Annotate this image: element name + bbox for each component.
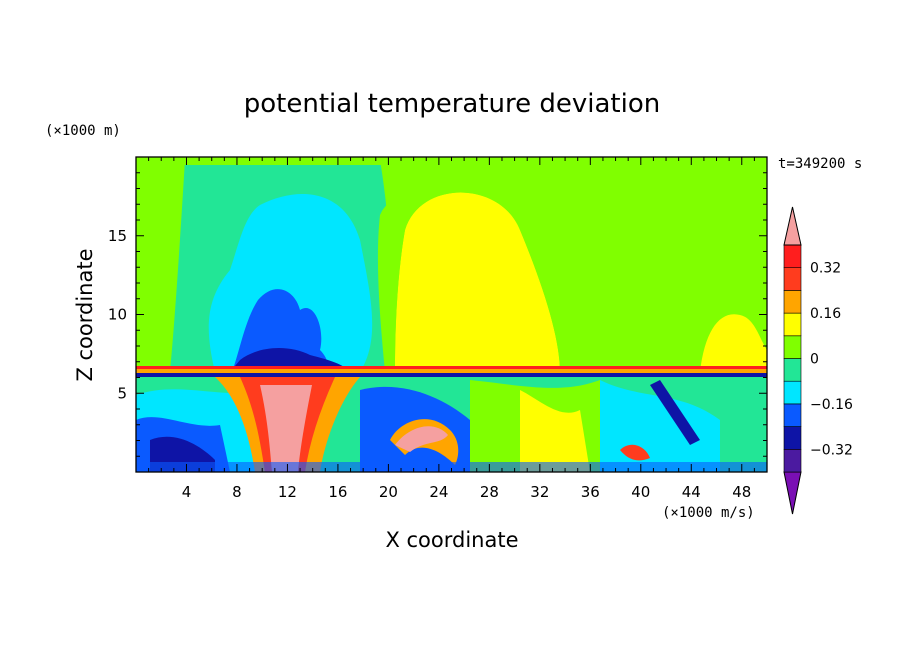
colorbar-swatch [783,335,802,359]
colorbar-swatch [783,312,802,337]
time-label: t=349200 s [778,156,862,172]
contour-region [700,314,767,372]
contour-region [650,380,700,445]
contour-region [395,426,448,452]
y-axis: 5 10 15 [108,172,767,457]
colorbar-swatch [783,267,802,291]
colorbar-swatch [783,244,802,269]
x-tick-label: 16 [328,483,347,501]
x-tick-label: 48 [732,483,751,501]
x-tick-label: 28 [480,483,499,501]
x-unit-label: (×1000 m/s) [662,505,755,521]
y-axis-label: Z coordinate [73,248,97,381]
colorbar-swatch [783,403,802,427]
x-axis: 4 8 12 16 20 24 28 32 36 40 44 48 [148,157,755,501]
colorbar-tick-label: 0.16 [810,306,841,322]
contour-region [136,369,767,373]
y-tick-label: 10 [108,306,127,324]
contour-region [620,444,650,461]
chart-title: potential temperature deviation [244,89,660,119]
colorbar-tick-label: 0.32 [810,261,841,277]
y-tick-label: 5 [117,384,127,402]
colorbar-swatch [783,290,802,314]
colorbar-tick-label: 0 [810,352,819,368]
colorbar-swatch [783,426,802,450]
x-tick-label: 20 [379,483,398,501]
colorbar-min-triangle [783,471,802,515]
contour-region [720,394,767,472]
x-tick-label: 44 [682,483,701,501]
contour-region [232,289,328,372]
contour-region [136,373,767,377]
colorbar-swatch [783,448,802,473]
colorbar-swatch [783,380,802,405]
colorbar: 0.32 0.16 0 −0.16 −0.32 [783,206,853,515]
contour-region [136,366,767,369]
colorbar-tick-label: −0.16 [810,397,853,413]
x-axis-label: X coordinate [385,528,518,552]
y-tick-label: 15 [108,227,127,245]
x-tick-label: 8 [232,483,242,501]
x-tick-label: 24 [429,483,448,501]
x-tick-label: 40 [631,483,650,501]
colorbar-max-triangle [783,206,802,246]
x-tick-label: 12 [278,483,297,501]
contour-region [395,192,560,372]
contour-region [520,390,590,472]
x-tick-label: 32 [530,483,549,501]
colorbar-tick-label: −0.32 [810,442,853,458]
y-unit-label: (×1000 m) [45,123,121,139]
contour-region [136,462,767,472]
contour-region [260,385,312,472]
contour-region [377,181,590,372]
x-tick-label: 36 [581,483,600,501]
contour-field [136,157,767,472]
x-tick-label: 4 [182,483,192,501]
colorbar-swatch [783,358,802,382]
